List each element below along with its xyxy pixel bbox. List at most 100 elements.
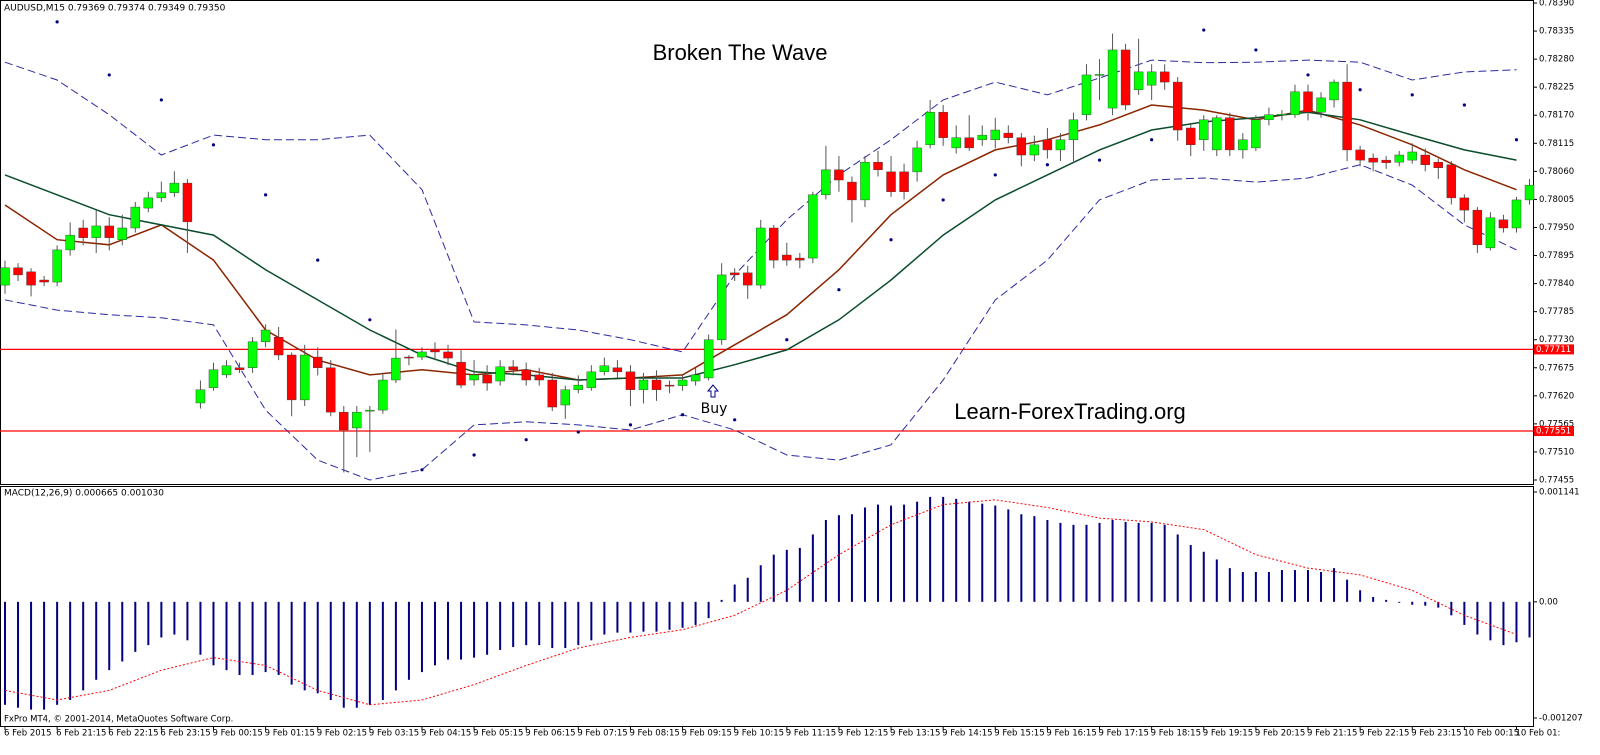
candle-body: [0, 267, 10, 286]
macd-bar: [460, 601, 463, 660]
macd-bar: [225, 601, 228, 671]
candle-body: [1407, 151, 1417, 161]
candle-body: [729, 272, 740, 276]
macd-bar: [1398, 601, 1401, 603]
candle-body: [756, 227, 766, 286]
candle-body: [1146, 71, 1157, 86]
macd-bar: [1463, 601, 1466, 625]
macd-bar: [394, 601, 397, 691]
macd-bar: [877, 504, 880, 602]
y-tick-label: 0.78005: [1539, 195, 1574, 205]
x-tick-label: 9 Feb 11:15: [786, 729, 836, 739]
macd-bar: [160, 601, 163, 638]
candle-body: [990, 129, 1000, 140]
macd-bar: [837, 515, 840, 602]
candle-body: [1355, 149, 1365, 161]
macd-bar: [1424, 601, 1427, 606]
macd-bar: [82, 601, 85, 691]
sar-dot: [1254, 48, 1258, 52]
macd-bar: [1411, 601, 1414, 605]
macd-bar: [199, 601, 202, 655]
candle-body: [326, 367, 336, 413]
macd-bar: [551, 601, 554, 649]
y-tick-label: 0.78225: [1539, 83, 1574, 93]
candle-body: [1394, 154, 1404, 163]
candle-body: [13, 267, 23, 276]
candle-body: [1303, 91, 1313, 113]
macd-bar: [43, 601, 46, 710]
y-tick-label: 0.78335: [1539, 27, 1574, 37]
candle-body: [352, 411, 362, 429]
macd-bar: [512, 601, 515, 648]
macd-bar: [30, 601, 33, 710]
macd-bar: [264, 601, 267, 673]
macd-bar: [1215, 559, 1218, 602]
macd-bar: [251, 601, 254, 675]
x-tick-label: 9 Feb 02:15: [317, 729, 367, 739]
macd-bar: [746, 577, 749, 602]
macd-bar: [798, 547, 801, 602]
candle-body: [339, 411, 349, 431]
candle-body: [221, 365, 232, 376]
y-tick-label: 0.77895: [1539, 251, 1574, 261]
macd-bar: [1307, 570, 1309, 602]
macd-bar: [316, 601, 319, 694]
candle-body: [365, 409, 375, 412]
sar-dot: [211, 143, 216, 147]
macd-bar: [134, 601, 137, 652]
x-tick-label: 6 Feb 21:15: [56, 729, 106, 739]
candle-body: [1316, 97, 1326, 113]
macd-bar: [668, 601, 671, 630]
macd-bar: [629, 601, 632, 633]
sar-dot: [1097, 158, 1102, 162]
candle-body: [1329, 81, 1339, 101]
candle-body: [743, 272, 753, 286]
macd-bar: [56, 601, 59, 705]
candle-body: [286, 354, 297, 401]
y-tick-label: 0.77675: [1539, 363, 1574, 373]
macd-bar: [1333, 568, 1336, 602]
sar-dot: [837, 288, 841, 292]
x-tick-label: 9 Feb 07:15: [577, 729, 627, 739]
candle-body: [782, 254, 792, 261]
candle-body: [104, 225, 114, 238]
candle-body: [886, 171, 896, 192]
macd-bar: [238, 601, 241, 675]
macd-bar: [824, 520, 827, 602]
sar-dot: [941, 198, 945, 202]
candle-body: [443, 351, 453, 359]
copyright: FxPro MT4, © 2001-2014, MetaQuotes Softw…: [4, 715, 233, 725]
sar-dot: [368, 318, 372, 322]
macd-bar: [433, 601, 436, 666]
candle-body: [313, 356, 323, 368]
candle-body: [638, 379, 649, 390]
candle-body: [795, 257, 805, 261]
macd-bar: [186, 601, 189, 641]
candle-body: [1042, 139, 1053, 151]
macd-bar: [1254, 571, 1257, 602]
x-tick-label: 9 Feb 12:15: [838, 729, 888, 739]
candle-body: [664, 384, 675, 387]
macd-bar: [916, 501, 919, 602]
macd-bar: [1020, 514, 1023, 602]
x-tick-label: 9 Feb 23:15: [1411, 729, 1461, 739]
candle-body: [1459, 197, 1470, 211]
sar-dot: [1306, 73, 1310, 77]
candle-body: [417, 351, 427, 358]
macd-bar: [1072, 524, 1075, 602]
macd-bar: [642, 601, 645, 632]
y-tick-label: 0.77730: [1539, 335, 1574, 345]
candle-body: [234, 367, 245, 371]
macd-bar: [733, 584, 736, 602]
macd-bar: [707, 601, 710, 619]
x-tick-label: 9 Feb 04:15: [421, 729, 471, 739]
buy-arrow: [706, 384, 720, 398]
candle-body: [1120, 49, 1131, 106]
candle-body: [1342, 81, 1352, 151]
candle-body: [39, 279, 49, 283]
macd-bar: [1476, 601, 1479, 635]
x-tick-label: 9 Feb 16:15: [1046, 729, 1096, 739]
candle-body: [560, 389, 570, 406]
